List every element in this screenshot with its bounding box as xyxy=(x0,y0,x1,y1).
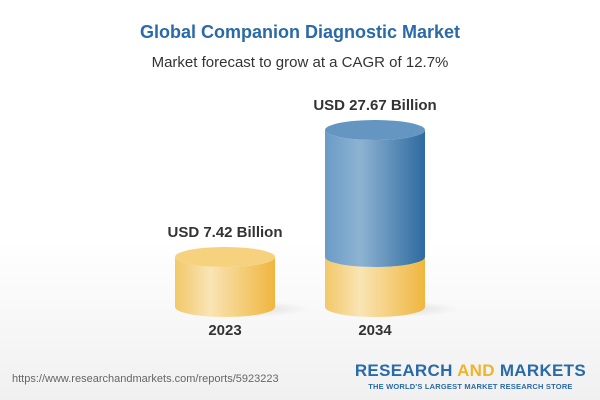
cylinder-2034-growth xyxy=(325,130,425,267)
source-url[interactable]: https://www.researchandmarkets.com/repor… xyxy=(12,373,279,385)
category-label: 2023 xyxy=(208,322,241,339)
research-and-markets-logo: RESEARCH AND MARKETS THE WORLD'S LARGEST… xyxy=(355,361,586,391)
chart-title: Global Companion Diagnostic Market xyxy=(139,22,461,42)
chart-subtitle: Market forecast to grow at a CAGR of 12.… xyxy=(151,54,449,71)
cylinder-2023 xyxy=(175,257,275,317)
cylinder-2034-base xyxy=(325,257,425,317)
logo-word: AND xyxy=(457,361,495,380)
cylinder-2034-growth-top xyxy=(325,120,425,140)
data-label: USD 7.42 Billion xyxy=(167,224,282,241)
category-label: 2034 xyxy=(358,322,392,339)
logo-word: MARKETS xyxy=(499,361,586,380)
logo-word: RESEARCH xyxy=(354,361,453,380)
cylinder-chart: USD 7.42 Billion 2023 USD 27.67 Billion 203… xyxy=(167,97,460,339)
data-label: USD 27.67 Billion xyxy=(313,97,436,114)
logo-tagline: THE WORLD'S LARGEST MARKET RESEARCH STOR… xyxy=(368,382,573,391)
cylinder-2023-top xyxy=(175,247,275,267)
